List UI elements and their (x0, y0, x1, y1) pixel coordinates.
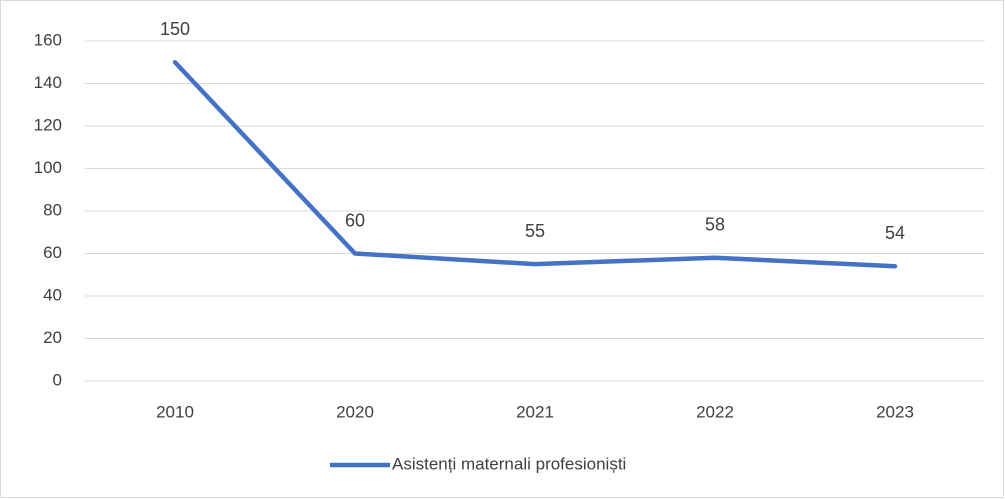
y-tick-label: 20 (43, 328, 62, 347)
x-tick-label: 2022 (696, 402, 734, 421)
y-tick-label: 0 (53, 370, 62, 389)
y-tick-label: 120 (34, 115, 62, 134)
data-label: 55 (525, 221, 545, 241)
legend-label: Asistenți maternali profesioniști (392, 454, 626, 473)
data-label: 150 (160, 19, 190, 39)
series-line (172, 60, 898, 269)
y-tick-label: 40 (43, 285, 62, 304)
x-tick-label: 2023 (876, 402, 914, 421)
data-label: 54 (885, 223, 905, 243)
y-tick-label: 100 (34, 158, 62, 177)
y-tick-label: 60 (43, 243, 62, 262)
y-tick-label: 80 (43, 200, 62, 219)
y-tick-label: 140 (34, 73, 62, 92)
x-tick-label: 2020 (336, 402, 374, 421)
y-tick-label: 160 (34, 30, 62, 49)
data-label: 60 (345, 210, 365, 230)
x-tick-label: 2021 (516, 402, 554, 421)
x-tick-label: 2010 (156, 402, 194, 421)
data-label: 58 (705, 215, 725, 235)
